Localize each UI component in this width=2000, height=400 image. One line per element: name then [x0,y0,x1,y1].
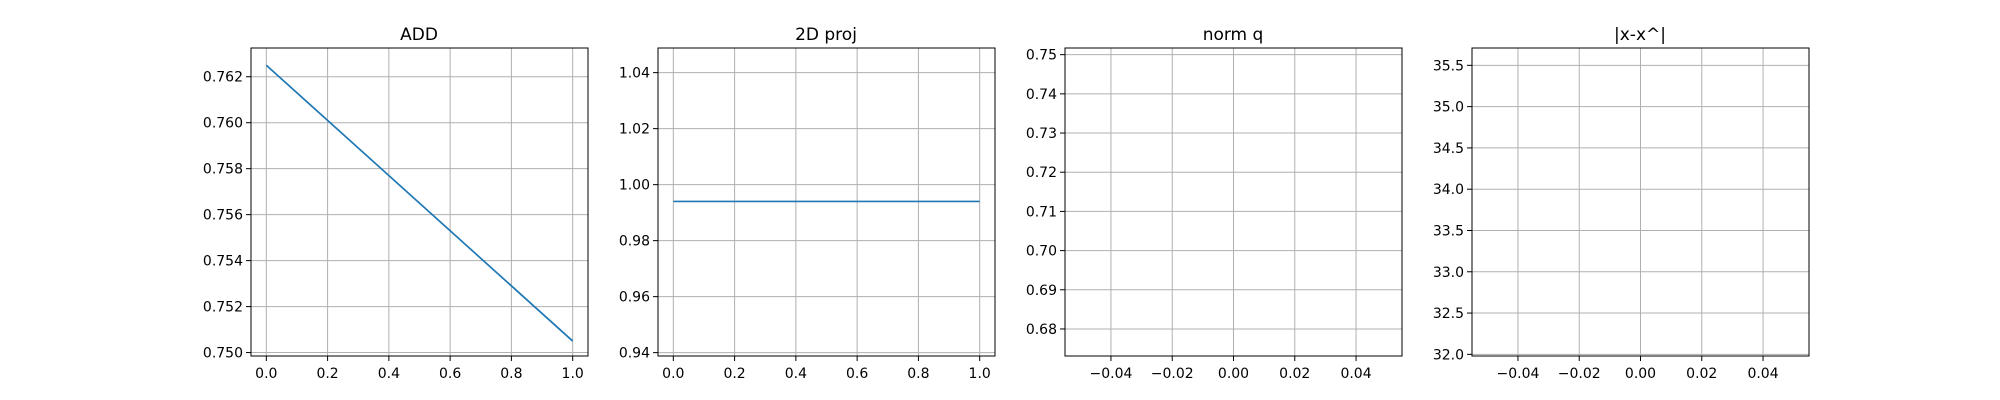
chart-title: 2D proj [795,25,857,45]
y-tick-label: 33.5 [1433,223,1464,239]
y-tick-label: 34.0 [1433,182,1464,198]
y-tick-label: 0.69 [1026,283,1057,299]
x-tick-label: 1.0 [969,366,991,382]
y-tick-label: 33.0 [1433,265,1464,281]
x-tick-label: 0.02 [1279,366,1310,382]
x-tick-label: 0.0 [255,366,277,382]
y-tick-label: 32.0 [1433,347,1464,363]
chart-title: |x-x^| [1614,25,1666,45]
y-tick-label: 1.04 [619,66,650,82]
chart-norm-q: norm q −0.04 −0.02 0.00 0.02 0.04 0.68 0.69 0.7… [1026,25,1403,382]
x-tick-label: 0.4 [785,366,807,382]
y-tick-label: 0.70 [1026,244,1057,260]
y-tick-label: 0.96 [619,290,650,306]
x-tick-label: 0.00 [1218,366,1249,382]
x-tick-label: 1.0 [562,366,584,382]
y-tick-label: 0.98 [619,234,650,250]
x-tick-label: 0.02 [1686,366,1717,382]
y-tick-label: 1.02 [619,122,650,138]
x-tick-label: −0.04 [1090,366,1133,382]
chart-title: ADD [400,25,438,45]
y-tick-label: 0.762 [203,70,243,86]
x-tick-label: 0.6 [439,366,461,382]
chart-x-error: |x-x^| −0.04 −0.02 0.00 0.02 0.04 32.0 32.5 33.… [1433,25,1810,382]
y-tick-label: 0.74 [1026,87,1057,103]
y-tick-label: 0.752 [203,300,243,316]
x-tick-label: 0.0 [662,366,684,382]
x-tick-label: −0.02 [1558,366,1601,382]
x-tick-label: 0.2 [316,366,338,382]
x-tick-label: −0.02 [1151,366,1194,382]
chart-title: norm q [1203,25,1264,45]
y-tick-label: 0.72 [1026,165,1057,181]
y-tick-label: 0.756 [203,208,243,224]
x-tick-label: 0.6 [846,366,868,382]
y-tick-label: 0.750 [203,346,243,362]
y-tick-label: 0.758 [203,162,243,178]
y-tick-label: 0.68 [1026,322,1057,338]
y-tick-label: 35.0 [1433,100,1464,116]
x-tick-label: 0.2 [723,366,745,382]
series-line [265,64,574,342]
x-tick-label: 0.8 [500,366,522,382]
y-tick-label: 0.75 [1026,48,1057,64]
chart-add: ADD 0.0 0.2 0.4 0.6 0.8 1.0 0.750 0.752 0.754 0.7… [203,25,589,382]
x-tick-label: 0.4 [378,366,400,382]
x-tick-label: 0.8 [907,366,929,382]
x-tick-label: 0.00 [1625,366,1656,382]
y-tick-label: 35.5 [1433,58,1464,74]
x-tick-label: 0.04 [1340,366,1371,382]
y-tick-label: 0.71 [1026,204,1057,220]
chart-2d-proj: 2D proj 0.0 0.2 0.4 0.6 0.8 1.0 0.94 0.96 0.98 1.… [619,25,996,382]
x-tick-label: −0.04 [1497,366,1540,382]
y-tick-label: 0.94 [619,346,650,362]
axes-frame [250,47,589,357]
y-tick-label: 0.754 [203,254,243,270]
y-tick-label: 34.5 [1433,141,1464,157]
y-tick-label: 0.760 [203,116,243,132]
x-tick-label: 0.04 [1747,366,1778,382]
y-tick-label: 0.73 [1026,126,1057,142]
y-tick-label: 1.00 [619,178,650,194]
axes-frame [657,47,996,357]
y-tick-label: 32.5 [1433,306,1464,322]
